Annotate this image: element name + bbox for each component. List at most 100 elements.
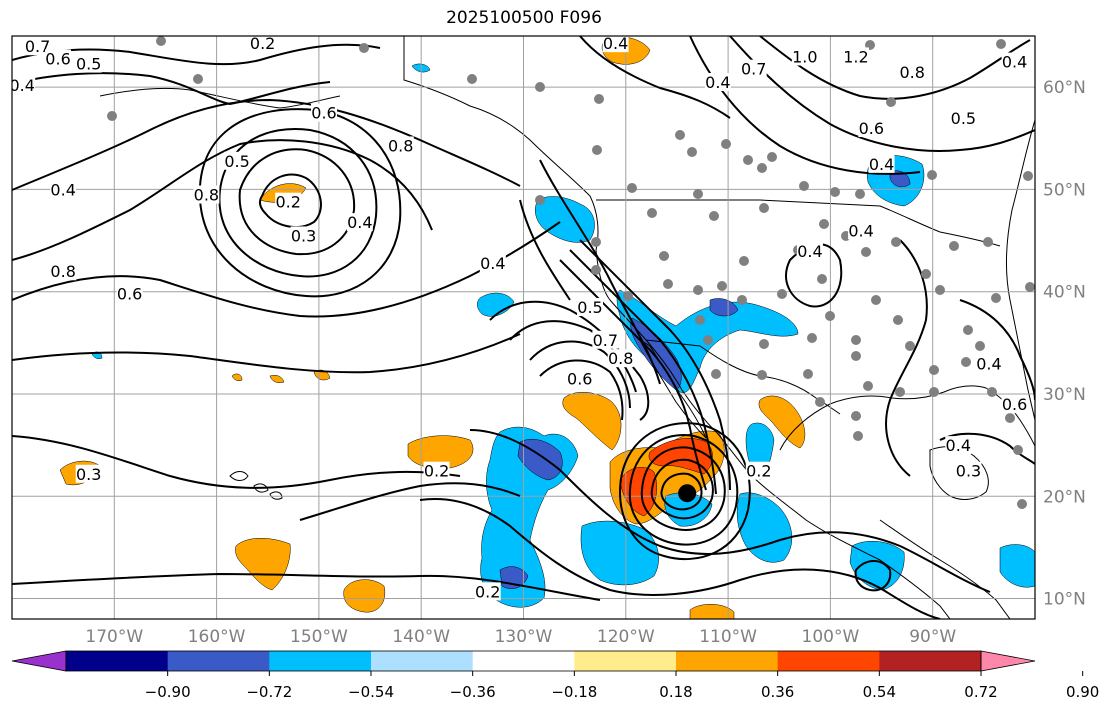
contour-line <box>618 422 751 561</box>
station-dot <box>929 365 939 375</box>
contour-label-bg <box>75 464 102 483</box>
station-dot <box>1025 282 1035 292</box>
contour-label-bg <box>745 461 772 480</box>
colorbar-tick-label: 0.36 <box>761 683 794 701</box>
contour-label-bg <box>955 461 982 480</box>
contour-label-bg <box>249 36 276 53</box>
station-dots <box>107 36 1035 509</box>
station-dot <box>921 269 931 279</box>
colorbar-tick-label: 0.54 <box>863 683 896 701</box>
negative-anomaly <box>709 298 739 317</box>
contour-label-bg <box>116 284 143 303</box>
station-dot <box>687 147 697 157</box>
contour-label: 0.7 <box>593 331 618 350</box>
station-dot <box>851 335 861 345</box>
station-dot <box>871 295 881 305</box>
station-dot <box>855 189 865 199</box>
negative-anomaly <box>477 292 515 317</box>
station-dot <box>799 181 809 191</box>
contour-label: 0.2 <box>424 462 449 481</box>
station-dot <box>803 369 813 379</box>
contour-label-bg <box>602 36 629 53</box>
contour-label-bg <box>704 73 731 92</box>
station-dot <box>535 82 545 92</box>
colorbar-segment <box>777 651 880 671</box>
hawaii-islands <box>229 471 283 500</box>
contour-line <box>299 482 521 521</box>
contour-label-bg <box>224 151 251 170</box>
positive-anomaly <box>343 579 386 613</box>
station-dot <box>975 341 985 351</box>
contour-label-bg <box>75 54 102 73</box>
positive-anomaly <box>269 375 285 383</box>
contour-line <box>12 98 521 191</box>
longitude-tick-label: 120°W <box>597 627 655 647</box>
station-dot <box>627 183 637 193</box>
contour-line <box>640 446 726 531</box>
contour-label: 0.4 <box>603 34 628 53</box>
contour-label: 0.8 <box>194 186 219 205</box>
station-dot <box>1005 413 1015 423</box>
contour-label: 0.8 <box>900 63 925 82</box>
station-dot <box>961 357 971 367</box>
station-dot <box>830 187 840 197</box>
contour-label-bg <box>387 136 414 155</box>
colorbar-tick-label: 0.72 <box>964 683 997 701</box>
contour-label-bg <box>899 62 926 81</box>
longitude-tick-label: 100°W <box>802 627 860 647</box>
contour-label: 0.4 <box>705 73 730 92</box>
contour-label: 0.5 <box>951 109 976 128</box>
station-dot <box>863 381 873 391</box>
station-dot <box>663 279 673 289</box>
cyclone-center <box>678 484 697 503</box>
contour-label-bg <box>423 461 450 480</box>
station-dot <box>851 351 861 361</box>
station-dot <box>709 211 719 221</box>
latitude-tick-label: 30°N <box>1043 385 1086 405</box>
contour-label-bg <box>45 49 72 68</box>
map-frame <box>11 35 1036 620</box>
positive-anomaly <box>235 538 291 591</box>
contour-label-bg <box>12 76 36 95</box>
longitude-tick-label: 90°W <box>909 627 956 647</box>
station-dot <box>757 370 767 380</box>
longitude-tick-label: 130°W <box>495 627 553 647</box>
contour-line <box>12 72 331 106</box>
map-title: 2025100500 F096 <box>446 8 602 28</box>
colorbar-segment <box>879 651 982 671</box>
contour-line <box>12 333 521 374</box>
station-dot <box>592 145 602 155</box>
station-dot <box>777 289 787 299</box>
contour-label: 0.8 <box>608 349 633 368</box>
station-dot <box>983 237 993 247</box>
colorbar-segment <box>574 651 677 671</box>
station-dot <box>695 315 705 325</box>
contour-line <box>12 572 601 601</box>
contour-label-bg <box>275 192 302 211</box>
contour-label: 0.4 <box>797 242 822 261</box>
contour-label-bg <box>858 119 885 138</box>
station-dot <box>717 281 727 291</box>
contour-label: 0.3 <box>291 226 316 245</box>
us-mexico-border <box>645 339 841 415</box>
contour-line <box>218 128 378 278</box>
contour-label-bg <box>848 221 875 240</box>
station-dot <box>767 152 777 162</box>
contour-label-bg <box>576 298 603 317</box>
contour-line <box>519 199 571 301</box>
contour-label: 0.6 <box>1002 395 1027 414</box>
station-dot <box>743 155 753 165</box>
positive-anomaly <box>758 395 806 449</box>
contour-label-bg <box>868 154 895 173</box>
east-coast <box>1005 119 1035 421</box>
station-dot <box>851 411 861 421</box>
contour-label-bg <box>50 180 77 199</box>
colorbar-tick-label: −0.18 <box>551 683 597 701</box>
contour-label-bg <box>474 582 501 601</box>
positive-anomaly <box>313 369 331 381</box>
contour-line <box>729 36 1035 152</box>
station-dot <box>861 247 871 257</box>
contour-line <box>419 498 941 619</box>
longitude-tick-label: 160°W <box>188 627 246 647</box>
